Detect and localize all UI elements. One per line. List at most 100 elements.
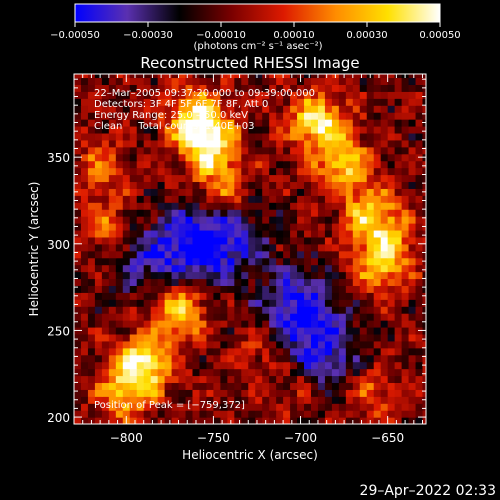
heatmap-cell bbox=[129, 229, 138, 238]
heatmap-cell bbox=[352, 250, 361, 259]
heatmap-cell bbox=[310, 271, 319, 280]
heatmap-cell bbox=[108, 354, 117, 363]
heatmap-cell bbox=[171, 223, 180, 231]
heatmap-cell bbox=[373, 174, 382, 183]
heatmap-cell bbox=[359, 250, 368, 259]
heatmap-cell bbox=[220, 257, 228, 266]
heatmap-cell bbox=[143, 299, 152, 307]
heatmap-cell bbox=[352, 119, 361, 127]
colorbar-units-label: (photons cm⁻² s⁻¹ asec⁻²) bbox=[193, 41, 322, 52]
heatmap-cell bbox=[297, 153, 305, 162]
heatmap-cell bbox=[304, 209, 312, 217]
heatmap-cell bbox=[283, 375, 291, 384]
heatmap-cell bbox=[220, 375, 228, 384]
heatmap-cell bbox=[352, 167, 361, 176]
heatmap-cell bbox=[352, 313, 361, 321]
heatmap-cell bbox=[74, 354, 82, 363]
heatmap-cell bbox=[304, 264, 312, 273]
heatmap-cell bbox=[129, 389, 138, 397]
heatmap-cell bbox=[352, 396, 361, 404]
heatmap-cell bbox=[401, 250, 410, 259]
heatmap-cell bbox=[338, 320, 347, 328]
heatmap-cell bbox=[283, 216, 291, 224]
heatmap-cell bbox=[178, 340, 187, 349]
heatmap-cell bbox=[185, 188, 194, 196]
heatmap-cell bbox=[269, 257, 277, 266]
heatmap-cell bbox=[192, 195, 201, 203]
heatmap-cell bbox=[276, 340, 284, 349]
heatmap-cell bbox=[157, 326, 166, 335]
heatmap-cell bbox=[297, 112, 305, 120]
heatmap-cell bbox=[297, 292, 305, 300]
heatmap-cell bbox=[178, 160, 187, 169]
heatmap-cell bbox=[262, 125, 270, 134]
heatmap-cell bbox=[401, 188, 410, 196]
heatmap-cell bbox=[115, 313, 124, 321]
heatmap-cell bbox=[74, 160, 82, 169]
heatmap-cell bbox=[373, 98, 382, 106]
heatmap-cell bbox=[129, 146, 138, 155]
heatmap-cell bbox=[80, 382, 89, 390]
heatmap-cell bbox=[345, 306, 354, 314]
heatmap-cell bbox=[373, 285, 382, 293]
heatmap-cell bbox=[304, 313, 312, 321]
heatmap-cell bbox=[297, 202, 305, 210]
heatmap-cell bbox=[185, 340, 194, 349]
heatmap-cell bbox=[122, 160, 131, 169]
heatmap-cell bbox=[157, 313, 166, 321]
heatmap-cell bbox=[269, 417, 277, 424]
heatmap-cell bbox=[422, 320, 426, 328]
heatmap-cell bbox=[387, 119, 396, 127]
heatmap-cell bbox=[171, 236, 180, 245]
heatmap-cell bbox=[87, 153, 96, 162]
heatmap-cell bbox=[206, 91, 215, 99]
heatmap-cell bbox=[255, 354, 263, 363]
heatmap-cell bbox=[304, 285, 312, 293]
heatmap-cell bbox=[94, 84, 103, 92]
heatmap-cell bbox=[241, 77, 249, 85]
chart-title: Reconstructed RHESSI Image bbox=[140, 54, 359, 72]
heatmap-cell bbox=[129, 195, 138, 203]
heatmap-cell bbox=[283, 153, 291, 162]
heatmap-cell bbox=[380, 125, 389, 134]
annotation-energy-range: Energy Range: 25.0 – 50.0 keV bbox=[94, 110, 248, 121]
heatmap-cell bbox=[101, 375, 110, 384]
heatmap-cell bbox=[178, 188, 187, 196]
heatmap-cell bbox=[143, 84, 152, 92]
heatmap-cell bbox=[304, 74, 312, 79]
heatmap-cell bbox=[101, 146, 110, 155]
heatmap-cell bbox=[373, 410, 382, 418]
heatmap-cell bbox=[150, 326, 159, 335]
heatmap-cell bbox=[387, 139, 396, 148]
heatmap-cell bbox=[227, 105, 235, 113]
heatmap-cell bbox=[164, 84, 173, 92]
heatmap-cell bbox=[297, 368, 305, 377]
heatmap-cell bbox=[122, 347, 131, 356]
heatmap-cell bbox=[171, 243, 180, 252]
heatmap-cell bbox=[80, 74, 89, 79]
heatmap-cell bbox=[185, 354, 194, 363]
heatmap-cell bbox=[297, 229, 305, 238]
heatmap-cell bbox=[276, 368, 284, 377]
heatmap-cell bbox=[310, 306, 319, 314]
heatmap-cell bbox=[310, 368, 319, 377]
heatmap-cell bbox=[80, 417, 89, 424]
heatmap-cell bbox=[408, 320, 417, 328]
heatmap-cell bbox=[290, 292, 298, 300]
heatmap-cell bbox=[269, 98, 277, 106]
heatmap-cell bbox=[352, 347, 361, 356]
heatmap-cell bbox=[101, 84, 110, 92]
heatmap-cell bbox=[387, 375, 396, 384]
heatmap-cell bbox=[227, 354, 235, 363]
heatmap-cell bbox=[255, 403, 263, 411]
heatmap-cell bbox=[108, 299, 117, 307]
heatmap-cell bbox=[304, 396, 312, 404]
heatmap-cell bbox=[290, 188, 298, 196]
heatmap-cell bbox=[234, 195, 242, 203]
heatmap-cell bbox=[352, 285, 361, 293]
heatmap-cell bbox=[74, 313, 82, 321]
heatmap-cell bbox=[94, 320, 103, 328]
heatmap-cell bbox=[150, 410, 159, 418]
heatmap-cell bbox=[220, 188, 228, 196]
heatmap-cell bbox=[317, 306, 326, 314]
